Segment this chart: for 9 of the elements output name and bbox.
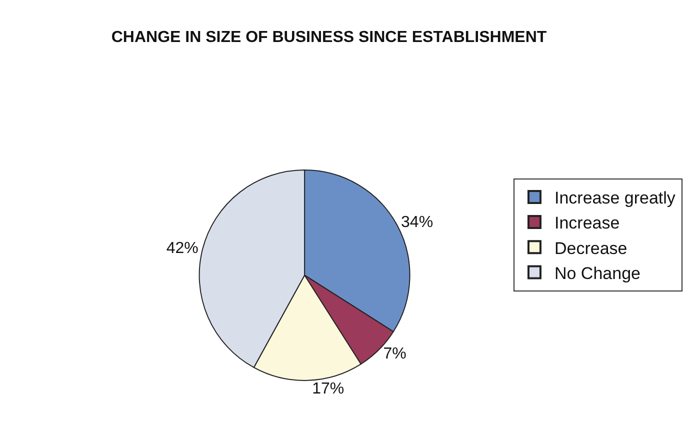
data-label: 34% xyxy=(401,214,434,232)
legend-label: Increase xyxy=(554,214,620,233)
legend-label: No Change xyxy=(554,264,640,283)
legend-label: Increase greatly xyxy=(554,188,676,208)
data-label: 42% xyxy=(166,240,198,258)
legend-label: Decrease xyxy=(554,238,628,258)
chart-title: CHANGE IN SIZE OF BUSINESS SINCE ESTABLISHMENT xyxy=(111,29,547,46)
data-label: 17% xyxy=(312,380,344,398)
data-label: 7% xyxy=(383,345,406,362)
